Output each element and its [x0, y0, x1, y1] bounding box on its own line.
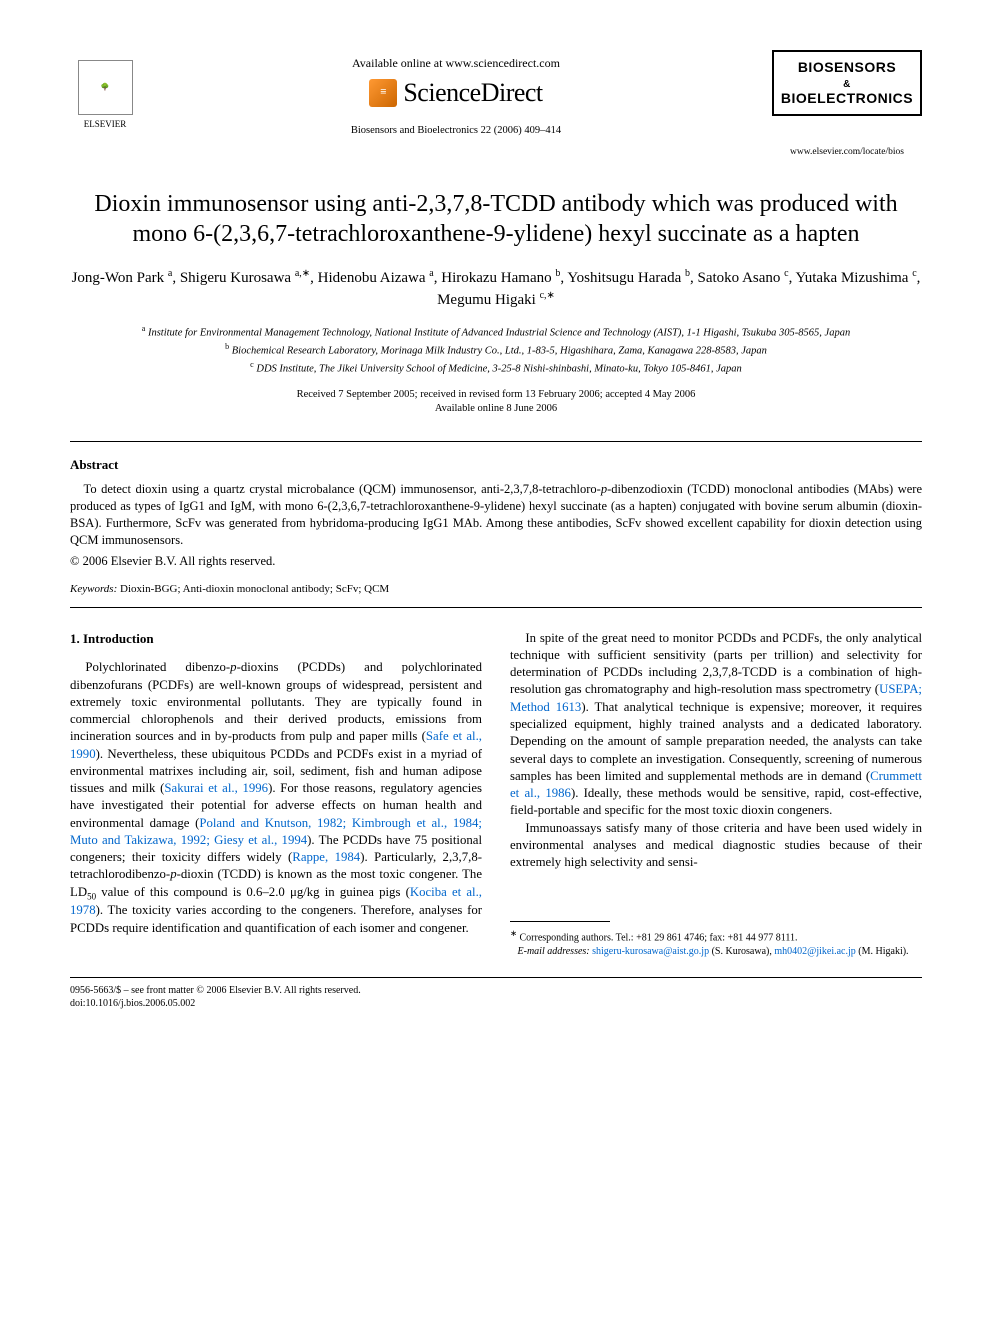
divider	[70, 607, 922, 608]
received-date: Received 7 September 2005; received in r…	[297, 389, 696, 400]
divider	[70, 441, 922, 442]
elsevier-tree-icon: 🌳	[78, 60, 133, 115]
keywords-text: Dioxin-BGG; Anti-dioxin monoclonal antib…	[117, 583, 389, 595]
sciencedirect-icon: ≡	[369, 79, 397, 107]
footer: 0956-5663/$ – see front matter © 2006 El…	[70, 984, 922, 1011]
email-label: E-mail addresses:	[518, 946, 590, 957]
intro-para-3: Immunoassays satisfy many of those crite…	[510, 820, 922, 872]
online-date: Available online 8 June 2006	[435, 403, 557, 414]
ref-link[interactable]: Rappe, 1984	[292, 850, 360, 864]
footnotes: ∗ Corresponding authors. Tel.: +81 29 86…	[510, 928, 922, 958]
section-1-heading: 1. Introduction	[70, 630, 482, 648]
author-list: Jong-Won Park a, Shigeru Kurosawa a,∗, H…	[70, 267, 922, 311]
keywords-label: Keywords:	[70, 583, 117, 595]
footnote-separator	[510, 921, 610, 922]
journal-url[interactable]: www.elsevier.com/locate/bios	[772, 146, 922, 159]
body-columns: 1. Introduction Polychlorinated dibenzo-…	[70, 630, 922, 959]
issn-line: 0956-5663/$ – see front matter © 2006 El…	[70, 985, 361, 996]
page-header: 🌳 ELSEVIER Available online at www.scien…	[70, 50, 922, 159]
affiliation-c: DDS Institute, The Jikei University Scho…	[256, 364, 741, 375]
journal-logo-box: BIOSENSORS & BIOELECTRONICS www.elsevier…	[772, 50, 922, 159]
affiliation-b: Biochemical Research Laboratory, Morinag…	[232, 346, 767, 357]
article-title: Dioxin immunosensor using anti-2,3,7,8-T…	[90, 189, 902, 249]
abstract-heading: Abstract	[70, 456, 922, 474]
journal-logo: BIOSENSORS & BIOELECTRONICS	[772, 50, 922, 116]
article-dates: Received 7 September 2005; received in r…	[70, 388, 922, 417]
sciencedirect-brand: ≡ ScienceDirect	[140, 75, 772, 110]
email-link[interactable]: mh0402@jikei.ac.jp	[774, 946, 855, 957]
intro-para-1: Polychlorinated dibenzo-p-dioxins (PCDDs…	[70, 659, 482, 937]
intro-para-2: In spite of the great need to monitor PC…	[510, 630, 922, 820]
ref-link[interactable]: Sakurai et al., 1996	[164, 781, 268, 795]
journal-reference: Biosensors and Bioelectronics 22 (2006) …	[140, 124, 772, 138]
available-online-text: Available online at www.sciencedirect.co…	[140, 55, 772, 71]
affiliation-a: Institute for Environmental Management T…	[148, 327, 850, 338]
sciencedirect-label: ScienceDirect	[403, 75, 542, 110]
email-link[interactable]: shigeru-kurosawa@aist.go.jp	[592, 946, 709, 957]
copyright-line: © 2006 Elsevier B.V. All rights reserved…	[70, 553, 922, 570]
elsevier-label: ELSEVIER	[84, 118, 127, 130]
elsevier-logo: 🌳 ELSEVIER	[70, 50, 140, 130]
corresponding-author-note: Corresponding authors. Tel.: +81 29 861 …	[519, 933, 797, 944]
doi-line: doi:10.1016/j.bios.2006.05.002	[70, 998, 195, 1009]
center-header: Available online at www.sciencedirect.co…	[140, 50, 772, 138]
footer-separator	[70, 977, 922, 978]
affiliations: a Institute for Environmental Management…	[70, 323, 922, 378]
keywords-line: Keywords: Dioxin-BGG; Anti-dioxin monocl…	[70, 582, 922, 597]
abstract-text: To detect dioxin using a quartz crystal …	[70, 481, 922, 549]
